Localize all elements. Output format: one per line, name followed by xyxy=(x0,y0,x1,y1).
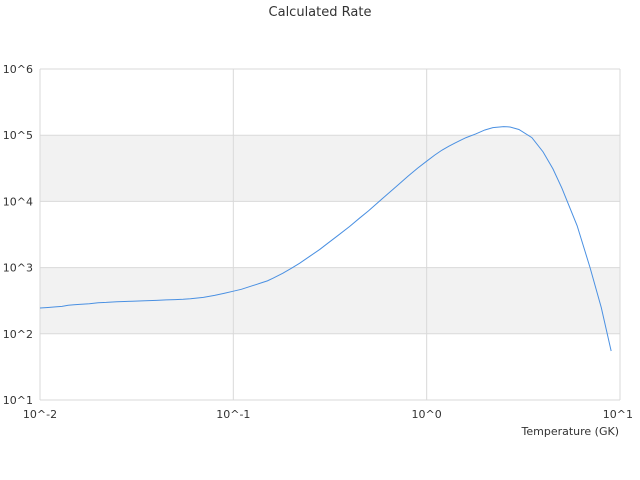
y-tick-label: 10^3 xyxy=(3,262,33,275)
series-layer xyxy=(39,126,612,352)
plot-bands xyxy=(40,135,620,334)
plot-band xyxy=(40,267,620,334)
chart-title: Calculated Rate xyxy=(269,5,372,20)
y-tick-label: 10^6 xyxy=(3,63,33,76)
x-axis-title: Temperature (GK) xyxy=(521,425,620,438)
x-tick-label: 10^-2 xyxy=(23,408,57,421)
plot-band xyxy=(40,135,620,202)
x-tick-label: 10^-1 xyxy=(216,408,250,421)
y-tick-label: 10^2 xyxy=(3,328,33,341)
y-tick-label: 10^5 xyxy=(3,129,33,142)
gridlines xyxy=(39,68,621,401)
y-tick-label: 10^4 xyxy=(3,195,33,208)
y-tick-labels: 10^1 10^2 10^3 10^4 10^5 10^6 xyxy=(3,63,33,407)
series-line xyxy=(39,126,612,352)
x-tick-label: 10^0 xyxy=(412,408,442,421)
y-tick-label: 10^1 xyxy=(3,394,33,407)
x-tick-labels: 10^-2 10^-1 10^0 10^1 xyxy=(23,408,633,421)
x-tick-label: 10^1 xyxy=(603,408,633,421)
